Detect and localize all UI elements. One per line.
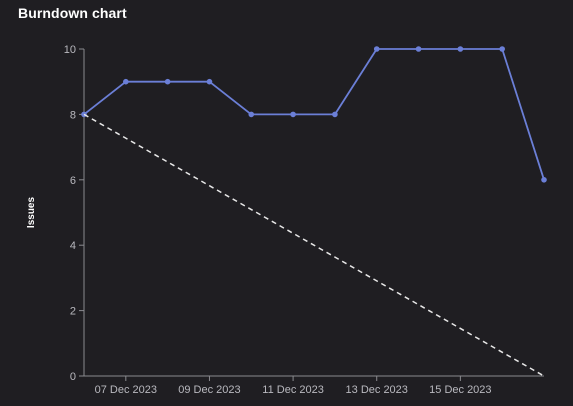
- data-point: [457, 46, 464, 52]
- x-tick-label: 07 Dec 2023: [95, 384, 157, 396]
- x-tick-label: 11 Dec 2023: [262, 384, 324, 396]
- chart-title: Burndown chart: [18, 5, 127, 21]
- y-tick-label: 6: [70, 175, 76, 187]
- data-point: [164, 78, 171, 85]
- ideal-line: [83, 113, 545, 377]
- data-point: [332, 111, 338, 118]
- x-tick-label: 09 Dec 2023: [178, 384, 240, 396]
- data-point: [415, 46, 422, 52]
- y-tick-label: 0: [70, 371, 76, 383]
- data-point: [373, 46, 380, 52]
- y-tick-label: 2: [70, 306, 76, 318]
- data-point: [123, 78, 129, 85]
- y-tick-label: 8: [70, 109, 76, 121]
- data-point: [499, 46, 505, 52]
- y-axis-label: Issues: [26, 196, 37, 228]
- y-tick-label: 10: [64, 44, 76, 56]
- data-point: [248, 111, 255, 118]
- data-point: [541, 177, 547, 183]
- x-tick-label: 13 Dec 2023: [346, 384, 408, 396]
- y-tick-label: 4: [70, 240, 76, 252]
- data-point: [206, 78, 213, 85]
- x-tick-label: 15 Dec 2023: [429, 384, 491, 396]
- data-point: [290, 111, 296, 118]
- actual-line: [83, 48, 545, 181]
